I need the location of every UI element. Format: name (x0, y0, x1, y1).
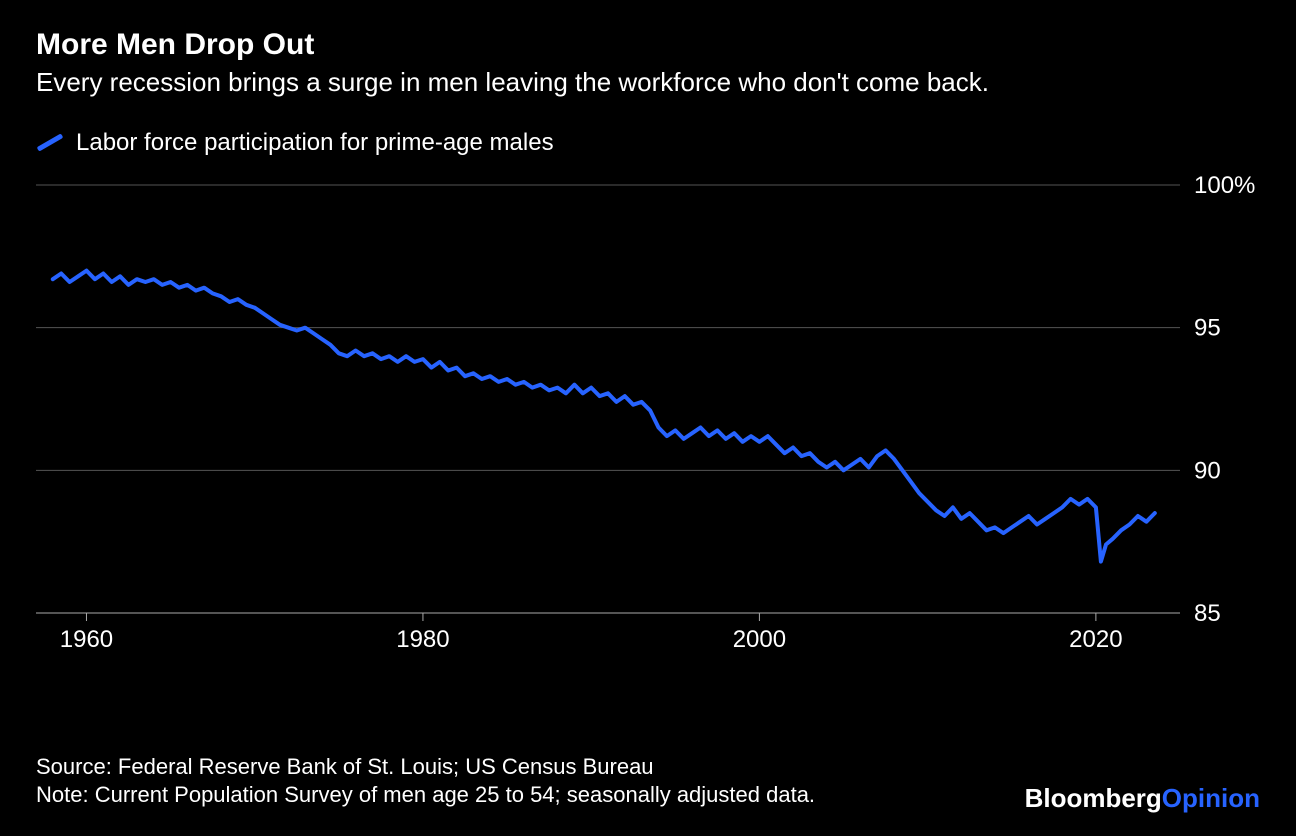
brand-main: Bloomberg (1025, 783, 1162, 813)
line-chart-svg: 85 90 95 100% 1960 1980 2000 2020 (36, 171, 1260, 661)
legend-label: Labor force participation for prime-age … (76, 129, 554, 157)
svg-text:1980: 1980 (396, 626, 449, 653)
brand-logo: BloombergOpinion (1025, 783, 1260, 814)
svg-text:2020: 2020 (1069, 626, 1122, 653)
chart-legend: Labor force participation for prime-age … (36, 129, 1260, 157)
svg-text:90: 90 (1194, 457, 1221, 484)
svg-text:100%: 100% (1194, 172, 1255, 199)
svg-text:85: 85 (1194, 600, 1221, 627)
chart-subtitle: Every recession brings a surge in men le… (36, 66, 1260, 99)
chart-title: More Men Drop Out (36, 28, 1260, 62)
svg-text:1960: 1960 (60, 626, 113, 653)
legend-swatch (37, 133, 64, 151)
svg-text:2000: 2000 (733, 626, 786, 653)
brand-sub: Opinion (1162, 783, 1260, 813)
chart-plot-area: 85 90 95 100% 1960 1980 2000 2020 (36, 171, 1260, 661)
chart-footer: Source: Federal Reserve Bank of St. Loui… (36, 753, 1260, 810)
source-text: Source: Federal Reserve Bank of St. Loui… (36, 753, 1260, 782)
svg-text:95: 95 (1194, 314, 1221, 341)
